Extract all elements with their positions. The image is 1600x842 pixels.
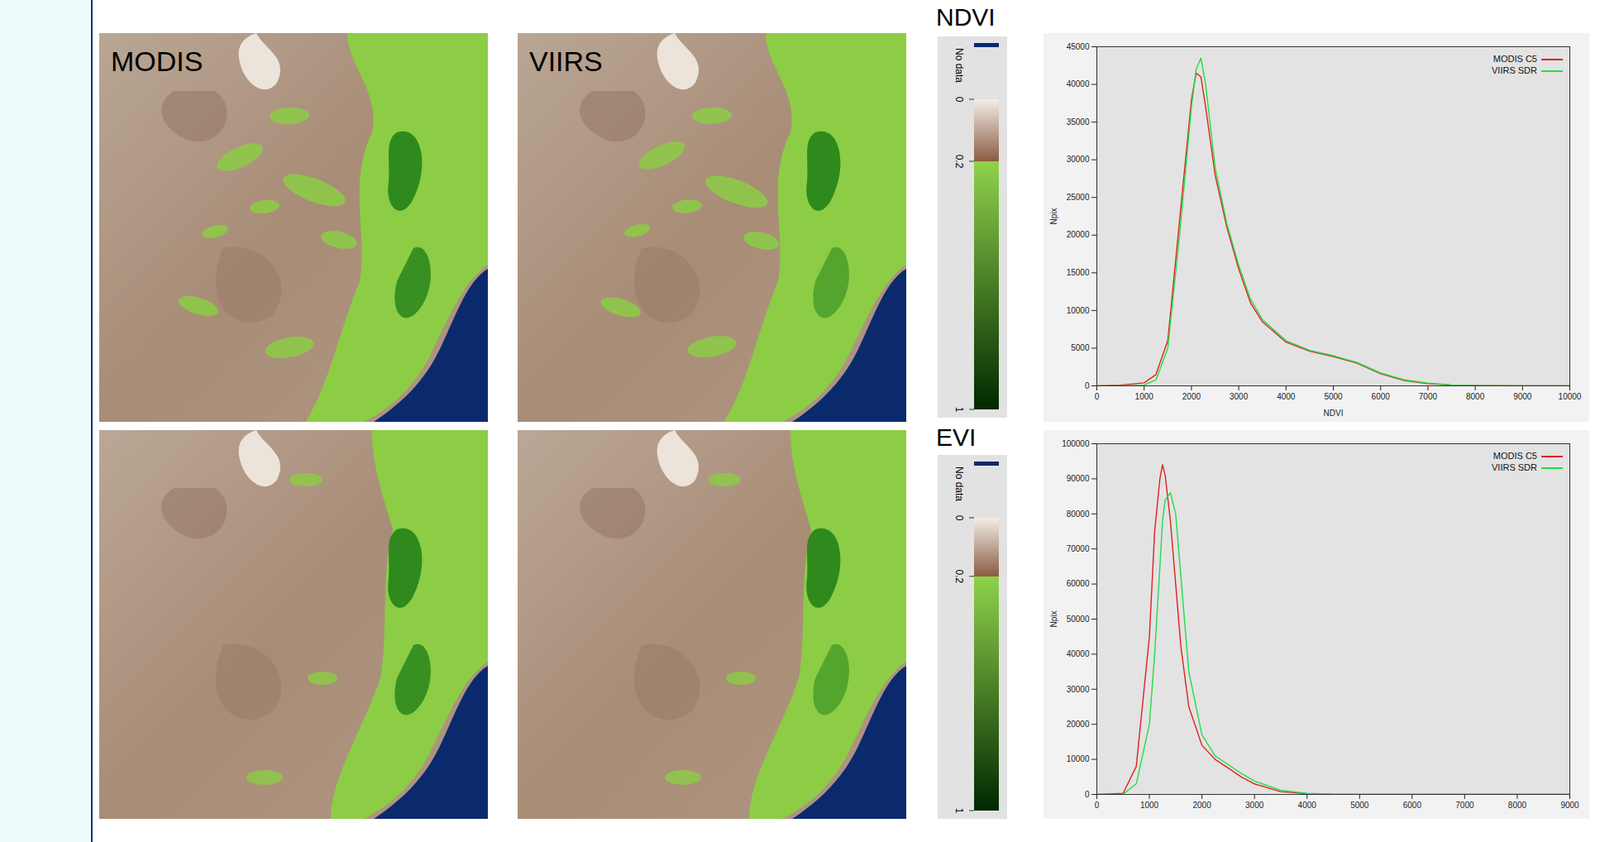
svg-text:100000: 100000 [1061,439,1090,449]
svg-text:9000: 9000 [1513,391,1533,402]
svg-text:2000: 2000 [1182,391,1202,402]
svg-text:8000: 8000 [1508,800,1528,810]
svg-text:MODIS: MODIS [110,45,203,77]
svg-text:45000: 45000 [1066,42,1090,52]
svg-text:5000: 5000 [1350,800,1370,810]
svg-text:6000: 6000 [1403,800,1423,810]
svg-text:30000: 30000 [1066,684,1090,694]
svg-text:10000: 10000 [1558,391,1582,402]
html-text:NDVI: NDVI [936,3,996,31]
svg-text:0: 0 [953,515,965,521]
svg-text:60000: 60000 [1066,578,1090,588]
html-text:MODIS C5: MODIS C5 [1493,450,1538,461]
html-text:MODIS C5: MODIS C5 [1493,53,1538,64]
svg-text:3000: 3000 [1229,391,1249,402]
svg-text:15000: 15000 [1066,267,1090,278]
html-text:VIIRS SDR: VIIRS SDR [1491,462,1538,473]
html-text:VIIRS SDR: VIIRS SDR [1491,65,1538,76]
svg-text:10000: 10000 [1066,754,1090,764]
svg-text:50000: 50000 [1066,614,1090,624]
svg-text:6000: 6000 [1371,391,1391,402]
svg-text:No data: No data [953,466,965,502]
svg-text:1000: 1000 [1135,391,1155,402]
svg-text:7000: 7000 [1418,391,1438,402]
svg-text:0: 0 [1084,381,1090,391]
svg-text:Npix: Npix [1049,610,1059,627]
svg-text:35000: 35000 [1066,117,1090,127]
svg-text:4000: 4000 [1298,800,1318,810]
svg-text:25000: 25000 [1066,192,1090,202]
svg-text:80000: 80000 [1066,509,1090,519]
svg-text:20000: 20000 [1066,229,1090,239]
svg-text:70000: 70000 [1066,544,1090,554]
html-text:EVI: EVI [936,423,977,451]
svg-text:10000: 10000 [1066,305,1090,316]
svg-text:Npix: Npix [1049,207,1059,225]
svg-text:9000: 9000 [1560,800,1580,810]
svg-text:1000: 1000 [1140,800,1160,810]
svg-text:3000: 3000 [1245,800,1265,810]
svg-text:1: 1 [953,807,965,814]
svg-text:2000: 2000 [1192,800,1212,810]
svg-text:40000: 40000 [1066,649,1090,659]
svg-text:5000: 5000 [1323,391,1343,402]
svg-text:20000: 20000 [1066,719,1090,729]
svg-text:7000: 7000 [1455,800,1475,810]
svg-text:90000: 90000 [1066,473,1090,483]
svg-text:4000: 4000 [1276,391,1296,402]
svg-text:No data: No data [953,47,965,83]
svg-text:0.2: 0.2 [953,154,965,169]
svg-text:5000: 5000 [1070,343,1090,353]
svg-text:8000: 8000 [1466,391,1486,402]
svg-text:0: 0 [1084,789,1090,799]
svg-text:0.2: 0.2 [953,568,965,583]
svg-text:0: 0 [953,96,965,103]
svg-text:0: 0 [1094,800,1100,810]
svg-text:30000: 30000 [1066,154,1090,164]
svg-text:VIIRS: VIIRS [529,45,603,77]
svg-text:1: 1 [953,406,965,413]
svg-text:NDVI: NDVI [1323,408,1344,418]
svg-text:40000: 40000 [1066,79,1090,89]
svg-text:0: 0 [1094,391,1100,402]
